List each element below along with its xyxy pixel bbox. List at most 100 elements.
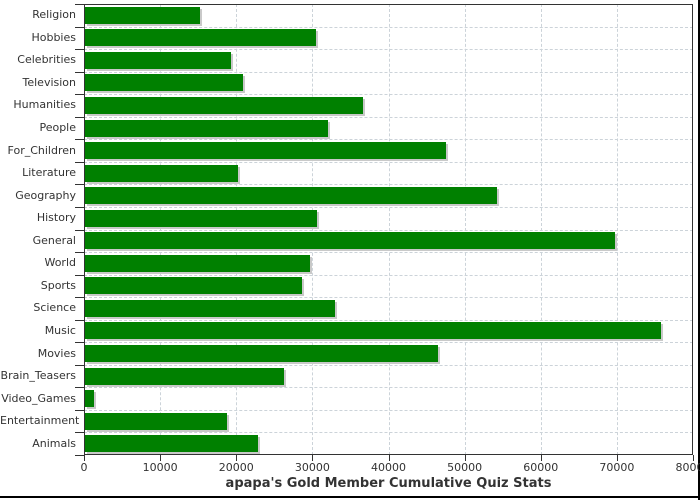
bar-video_games	[85, 390, 95, 408]
y-axis-label-television: Television	[22, 75, 77, 89]
x-axis-label-40000: 40000	[371, 461, 406, 474]
x-tick	[693, 455, 694, 461]
y-axis-label-video_games: Video_Games	[1, 391, 76, 405]
y-axis-label-animals: Animals	[32, 436, 76, 450]
y-tick	[75, 229, 84, 231]
y-gridline	[84, 432, 693, 434]
y-gridline	[84, 387, 693, 389]
y-gridline	[84, 116, 693, 118]
plot-frame	[84, 4, 693, 455]
y-axis-label-brain_teasers: Brain_Teasers	[0, 369, 76, 383]
y-axis-label-religion: Religion	[32, 8, 76, 22]
x-axis-label-0: 0	[80, 461, 88, 474]
x-axis-label-20000: 20000	[218, 461, 254, 474]
y-tick	[75, 184, 84, 186]
y-tick	[75, 4, 84, 5]
y-tick	[75, 387, 84, 389]
y-gridline	[84, 94, 693, 96]
bar-geography	[85, 187, 497, 205]
bar-sports	[85, 277, 302, 295]
bar-brain_teasers	[85, 367, 284, 385]
y-tick	[75, 432, 84, 434]
y-tick	[75, 161, 84, 163]
y-axis-label-entertainment: Entertainment	[0, 414, 80, 428]
y-tick	[75, 252, 84, 254]
bar-people	[85, 119, 328, 137]
bar-humanities	[85, 96, 363, 114]
bar-literature	[85, 164, 238, 182]
bar-world	[85, 254, 310, 272]
bar-history	[85, 209, 318, 227]
y-axis-label-history: History	[36, 211, 76, 225]
chart-title: apapa's Gold Member Cumulative Quiz Stat…	[225, 476, 552, 491]
y-tick	[75, 409, 84, 411]
y-axis-label-literature: Literature	[22, 166, 76, 180]
bar-hobbies	[85, 29, 317, 47]
x-axis-label-30000: 30000	[294, 461, 330, 474]
x-axis-label-60000: 60000	[523, 461, 559, 474]
y-gridline	[84, 206, 693, 208]
y-axis-label-music: Music	[44, 323, 76, 337]
bar-movies	[85, 345, 439, 363]
y-tick	[75, 274, 84, 276]
y-tick	[75, 319, 84, 321]
bar-television	[85, 74, 244, 92]
y-gridline	[84, 342, 693, 344]
y-gridline	[84, 409, 693, 411]
y-axis-label-sports: Sports	[40, 278, 76, 292]
y-gridline	[84, 229, 693, 231]
y-gridline	[84, 71, 693, 73]
image-right-border	[698, 0, 700, 500]
y-tick	[75, 342, 84, 344]
x-tick	[236, 455, 238, 461]
bar-general	[85, 232, 615, 250]
y-gridline	[84, 49, 693, 51]
y-gridline	[84, 252, 693, 254]
x-tick	[616, 455, 618, 461]
x-axis-label-10000: 10000	[142, 461, 178, 474]
y-tick	[75, 49, 84, 51]
bar-music	[85, 322, 661, 340]
y-axis-label-people: People	[39, 121, 76, 135]
y-tick	[75, 94, 84, 96]
x-tick	[84, 455, 85, 461]
y-axis-label-for_children: For_Children	[7, 143, 76, 157]
y-gridline	[84, 364, 693, 366]
y-axis-label-hobbies: Hobbies	[31, 30, 76, 44]
y-axis-label-geography: Geography	[15, 188, 76, 202]
y-gridline	[84, 319, 693, 321]
y-gridline	[84, 297, 693, 299]
y-tick	[75, 71, 84, 73]
image-bottom-border	[0, 496, 700, 498]
y-gridline	[84, 139, 693, 141]
bar-animals	[85, 435, 258, 453]
y-tick	[75, 116, 84, 118]
y-axis-label-humanities: Humanities	[13, 98, 76, 112]
bar-science	[85, 299, 335, 317]
y-gridline	[84, 274, 693, 276]
y-tick	[75, 26, 84, 28]
y-axis-label-science: Science	[33, 301, 76, 315]
x-axis-label-80000: 80000	[675, 461, 700, 474]
y-tick	[75, 206, 84, 208]
y-axis-label-celebrities: Celebrities	[17, 53, 76, 67]
x-tick	[540, 455, 542, 461]
y-gridline	[84, 26, 693, 28]
y-tick	[75, 139, 84, 141]
bar-religion	[85, 6, 200, 24]
y-axis-label-world: World	[44, 256, 76, 270]
x-axis-label-70000: 70000	[599, 461, 635, 474]
y-gridline	[84, 184, 693, 186]
y-axis-label-movies: Movies	[37, 346, 76, 360]
y-axis-label-general: General	[32, 233, 76, 247]
y-tick	[75, 297, 84, 299]
x-axis-label-50000: 50000	[447, 461, 483, 474]
bar-celebrities	[85, 51, 232, 69]
x-tick	[160, 455, 162, 461]
x-tick	[312, 455, 314, 461]
y-gridline	[84, 161, 693, 163]
x-tick	[388, 455, 390, 461]
x-tick	[464, 455, 466, 461]
bar-for_children	[85, 142, 446, 160]
